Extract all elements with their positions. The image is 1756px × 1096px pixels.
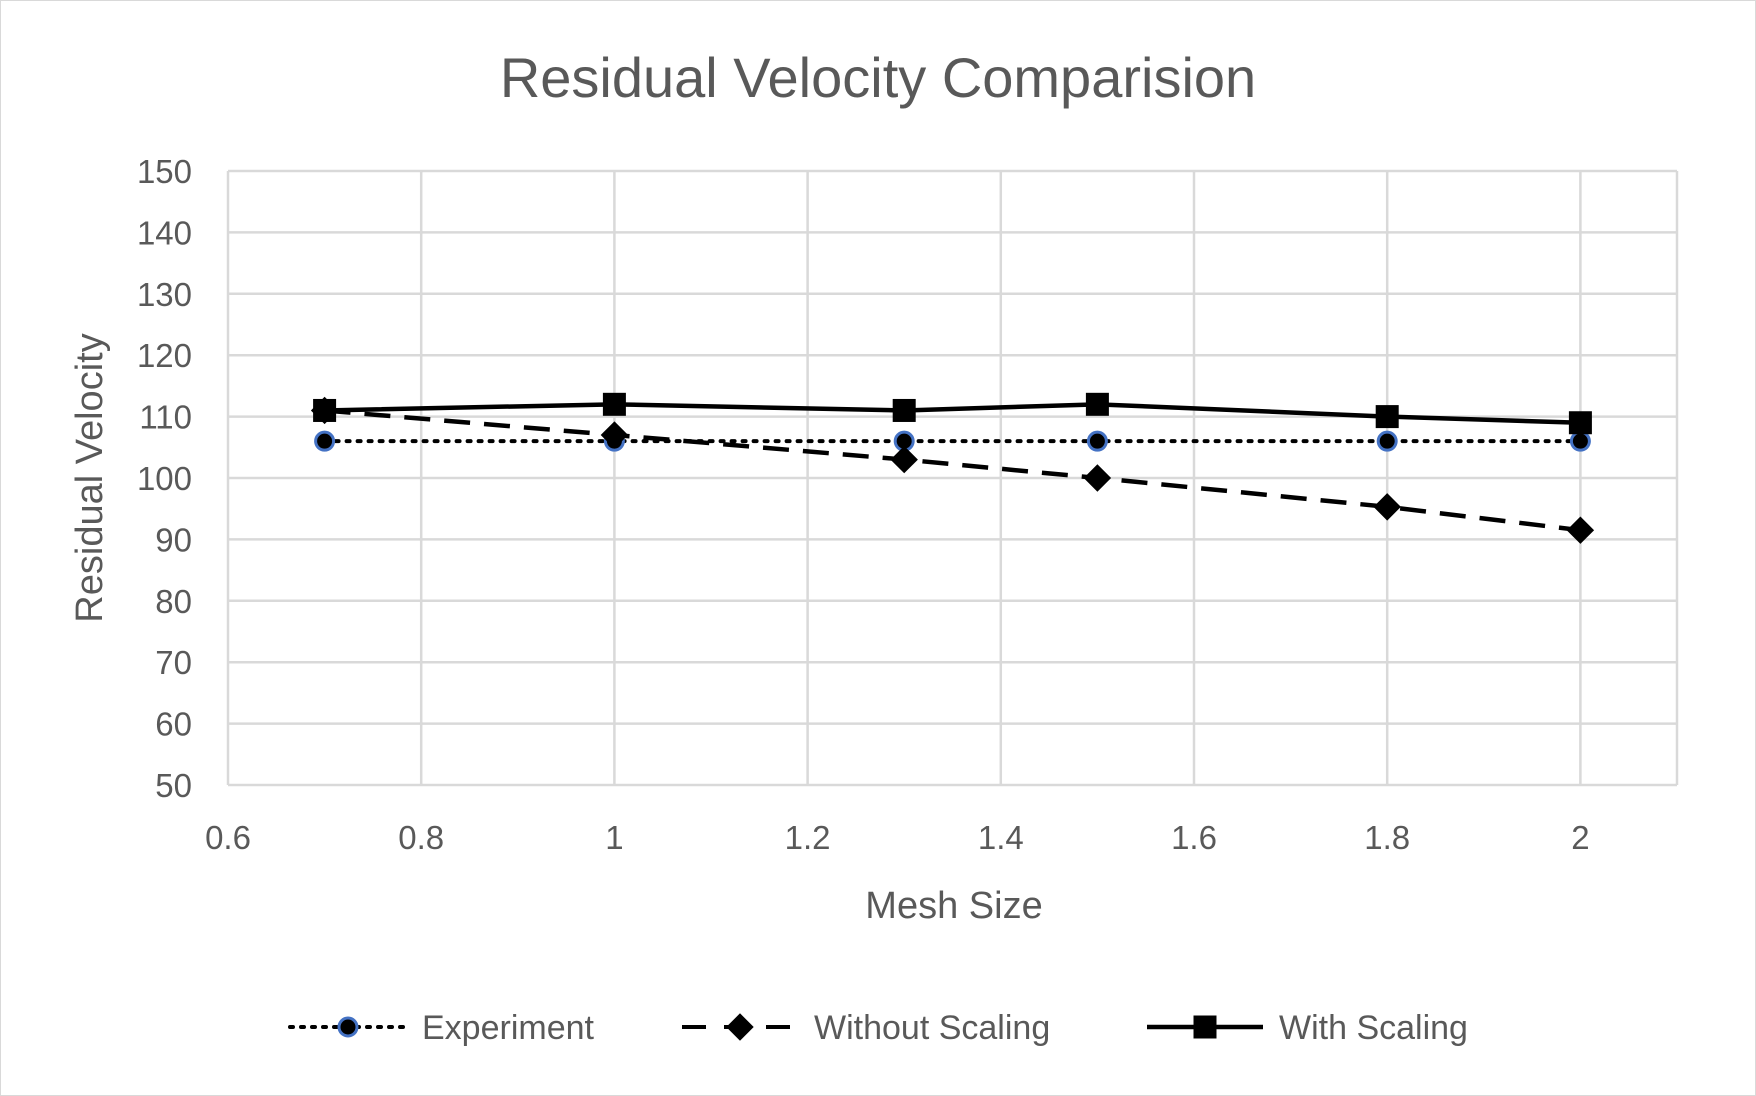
legend-marker-experiment — [337, 1016, 359, 1038]
y-tick-label: 100 — [137, 460, 192, 497]
x-tick-label: 0.8 — [398, 819, 444, 856]
x-tick-label: 2 — [1571, 819, 1589, 856]
x-tick-label: 1.2 — [785, 819, 831, 856]
data-point-with-scaling — [1375, 405, 1399, 429]
legend-marker-with-scaling — [1193, 1015, 1217, 1039]
legend-item-experiment: Experiment — [288, 1009, 595, 1047]
legend-item-without-scaling: Without Scaling — [682, 1009, 1050, 1047]
data-point-with-scaling — [892, 398, 916, 422]
legend-label-with-scaling: With Scaling — [1279, 1009, 1468, 1047]
chart-title: Residual Velocity Comparision — [500, 46, 1256, 109]
series-without-scaling — [310, 396, 1595, 544]
series-with-scaling — [313, 392, 1592, 435]
data-point-experiment — [1569, 430, 1591, 452]
series-experiment — [314, 430, 1591, 452]
legend: Experiment Without Scaling With Scaling — [288, 1009, 1468, 1047]
y-tick-label: 70 — [155, 644, 192, 681]
y-tick-label: 140 — [137, 214, 192, 251]
data-point-with-scaling — [1568, 411, 1592, 435]
series-line-without-scaling — [324, 408, 1581, 533]
data-point-experiment — [1086, 430, 1108, 452]
x-tick-label: 0.6 — [205, 819, 251, 856]
legend-marker-without-scaling — [726, 1013, 754, 1041]
x-tick-label: 1.8 — [1364, 819, 1410, 856]
series-layer — [310, 392, 1595, 544]
data-point-with-scaling — [313, 398, 337, 422]
x-tick-label: 1.4 — [978, 819, 1024, 856]
x-tick-label: 1.6 — [1171, 819, 1217, 856]
data-point-without-scaling — [1083, 464, 1112, 492]
x-tick-label: 1 — [605, 819, 623, 856]
gridlines — [226, 169, 1679, 787]
y-axis-title: Residual Velocity — [69, 333, 111, 622]
data-point-with-scaling — [1085, 392, 1109, 416]
x-axis-title: Mesh Size — [865, 885, 1042, 927]
data-point-experiment — [1376, 430, 1398, 452]
legend-item-with-scaling: With Scaling — [1147, 1009, 1468, 1047]
legend-label-experiment: Experiment — [422, 1009, 595, 1047]
y-tick-label: 50 — [155, 767, 192, 804]
y-tick-label: 110 — [139, 399, 192, 436]
y-tick-label: 90 — [155, 521, 192, 558]
y-tick-label: 130 — [137, 276, 192, 313]
series-line-with-scaling — [324, 402, 1581, 425]
legend-label-without-scaling: Without Scaling — [814, 1009, 1050, 1047]
y-tick-label: 150 — [137, 153, 192, 190]
data-point-without-scaling — [890, 445, 918, 474]
tick-labels: 50 60 70 80 90 100 110 120 130 140 150 0.6 0.8 1 1.2 1.… — [137, 153, 1590, 856]
data-point-without-scaling — [600, 421, 629, 449]
y-tick-label: 80 — [155, 583, 192, 620]
data-point-experiment — [314, 430, 336, 452]
y-tick-label: 120 — [137, 337, 192, 374]
data-point-without-scaling — [1566, 516, 1595, 544]
data-point-with-scaling — [602, 392, 626, 416]
data-point-without-scaling — [1373, 493, 1401, 521]
y-tick-label: 60 — [155, 706, 192, 743]
